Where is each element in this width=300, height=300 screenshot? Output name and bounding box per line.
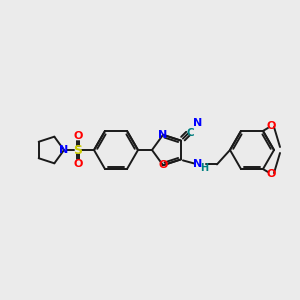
Text: S: S [74, 143, 82, 157]
Text: O: O [73, 159, 83, 169]
Text: O: O [266, 121, 276, 131]
Text: N: N [59, 145, 69, 155]
Text: N: N [193, 159, 203, 170]
Text: O: O [73, 131, 83, 141]
Text: O: O [158, 160, 168, 170]
Text: N: N [158, 130, 168, 140]
Text: C: C [186, 128, 194, 138]
Text: O: O [266, 169, 276, 179]
Text: N: N [193, 118, 202, 128]
Text: H: H [200, 164, 208, 173]
